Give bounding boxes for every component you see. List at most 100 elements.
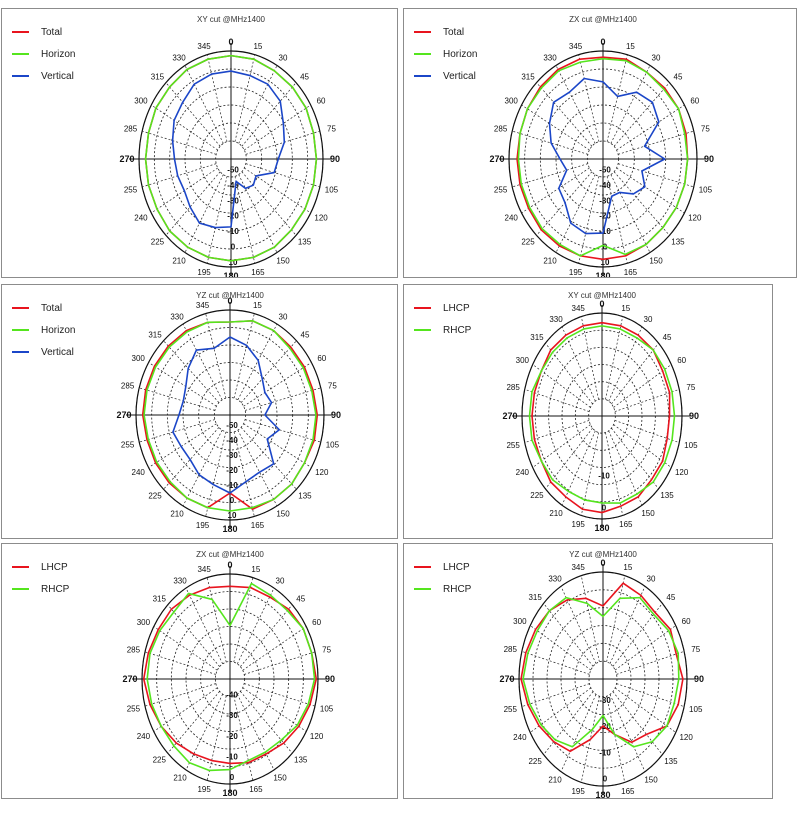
legend-item: LHCP — [12, 556, 69, 578]
grid-spoke — [238, 174, 278, 253]
grid-spoke — [521, 683, 590, 708]
grid-spoke — [608, 326, 643, 402]
legend-item: LHCP — [414, 556, 471, 578]
angle-tick-label: 105 — [689, 705, 703, 714]
legend: Total Horizon Vertical — [414, 21, 477, 87]
angle-tick-label: 90 — [704, 154, 714, 164]
chart-panel: ZX cut @MHz1400 0 15 30 45 60 75 90 105 120 135 150… — [1, 543, 398, 799]
grid-spoke — [184, 65, 224, 144]
angle-tick-label: 165 — [621, 787, 635, 796]
angle-tick-label: 30 — [647, 575, 656, 584]
angle-tick-label: 60 — [682, 617, 691, 626]
grid-spoke — [206, 176, 228, 264]
grid-spoke — [206, 54, 228, 142]
legend-label: LHCP — [443, 302, 470, 314]
angle-tick-label: 300 — [513, 617, 527, 626]
grid-spoke — [521, 104, 590, 151]
angle-tick-label: 285 — [121, 381, 135, 390]
radial-tick-label: -20 — [226, 466, 238, 475]
angle-tick-label: 165 — [619, 520, 633, 529]
radial-tick-label: -50 — [599, 165, 611, 174]
grid-spoke — [606, 696, 626, 783]
series-line — [517, 57, 689, 257]
angle-tick-label: 255 — [506, 441, 520, 450]
angle-tick-label: 15 — [251, 565, 260, 574]
grid-spoke — [148, 362, 217, 407]
angle-tick-label: 315 — [528, 593, 542, 602]
angle-tick-label: 120 — [310, 732, 324, 741]
angle-tick-label: 45 — [300, 72, 309, 81]
legend-item: Horizon — [12, 43, 75, 65]
angle-tick-label: 30 — [276, 576, 285, 585]
angle-tick-label: 45 — [301, 330, 310, 339]
angle-tick-label: 270 — [499, 674, 514, 684]
angle-tick-label: 180 — [222, 788, 237, 798]
angle-tick-label: 300 — [516, 356, 530, 365]
angle-tick-label: 195 — [572, 520, 586, 529]
angle-tick-label: 60 — [317, 354, 326, 363]
angle-tick-label: 315 — [148, 330, 162, 339]
grid-spoke — [167, 604, 220, 667]
grid-spoke — [521, 167, 590, 214]
radial-tick-label: -30 — [599, 696, 611, 705]
angle-tick-label: 120 — [688, 214, 702, 223]
radial-tick-label: -40 — [226, 436, 238, 445]
angle-tick-label: 285 — [504, 645, 518, 654]
radial-tick-label: -50 — [226, 421, 238, 430]
angle-tick-label: 180 — [595, 271, 610, 277]
angle-tick-label: 195 — [196, 521, 210, 530]
grid-spoke — [148, 423, 217, 468]
legend-label: RHCP — [41, 583, 70, 595]
angle-tick-label: 105 — [684, 441, 698, 450]
angle-tick-label: 345 — [569, 42, 583, 51]
grid-spoke — [521, 650, 590, 675]
legend-swatch — [12, 307, 29, 309]
legend-label: Horizon — [443, 48, 478, 60]
angle-tick-label: 30 — [279, 54, 288, 63]
grid-spoke — [524, 420, 590, 443]
angle-tick-label: 105 — [326, 441, 340, 450]
grid-spoke — [578, 176, 600, 264]
angle-tick-label: 150 — [644, 775, 658, 784]
angle-tick-label: 345 — [197, 565, 211, 574]
series-line — [146, 582, 316, 772]
grid-spoke — [543, 691, 594, 755]
radial-tick-label: -30 — [599, 196, 611, 205]
angle-tick-label: 345 — [197, 42, 211, 51]
angle-tick-label: 90 — [325, 674, 335, 684]
angle-tick-label: 345 — [571, 563, 585, 572]
angle-tick-label: 255 — [124, 185, 138, 194]
radial-tick-label: -50 — [227, 165, 239, 174]
grid-spoke — [245, 163, 320, 188]
grid-spoke — [153, 626, 218, 671]
angle-tick-label: 0 — [227, 560, 232, 570]
grid-spoke — [206, 695, 227, 781]
legend-item: Total — [12, 21, 75, 43]
grid-spoke — [163, 340, 220, 403]
radial-tick-label: -10 — [226, 752, 238, 761]
series-line — [172, 336, 281, 494]
angle-tick-label: 150 — [641, 509, 655, 518]
legend-item: Vertical — [12, 65, 75, 87]
angle-tick-label: 30 — [644, 315, 653, 324]
legend-label: RHCP — [443, 324, 472, 336]
angle-tick-label: 75 — [686, 383, 695, 392]
angle-tick-label: 120 — [675, 468, 689, 477]
angle-tick-label: 120 — [679, 733, 693, 742]
angle-tick-label: 195 — [197, 268, 211, 277]
grid-spoke — [142, 163, 217, 188]
grid-spoke — [139, 387, 215, 411]
grid-spoke — [165, 82, 221, 147]
series-line — [548, 77, 666, 235]
angle-tick-label: 180 — [222, 524, 237, 534]
legend-label: Horizon — [41, 48, 76, 60]
chart-panel: XY cut @MHz1400 0 15 30 45 60 75 90 105 120 135 150… — [1, 8, 398, 278]
angle-tick-label: 225 — [530, 491, 544, 500]
angle-tick-label: 15 — [621, 304, 630, 313]
legend-label: Vertical — [41, 346, 74, 358]
grid-spoke — [616, 650, 685, 675]
angle-tick-label: 60 — [690, 97, 699, 106]
angle-tick-label: 240 — [137, 732, 151, 741]
grid-spoke — [614, 420, 680, 443]
angle-tick-label: 255 — [127, 705, 141, 714]
